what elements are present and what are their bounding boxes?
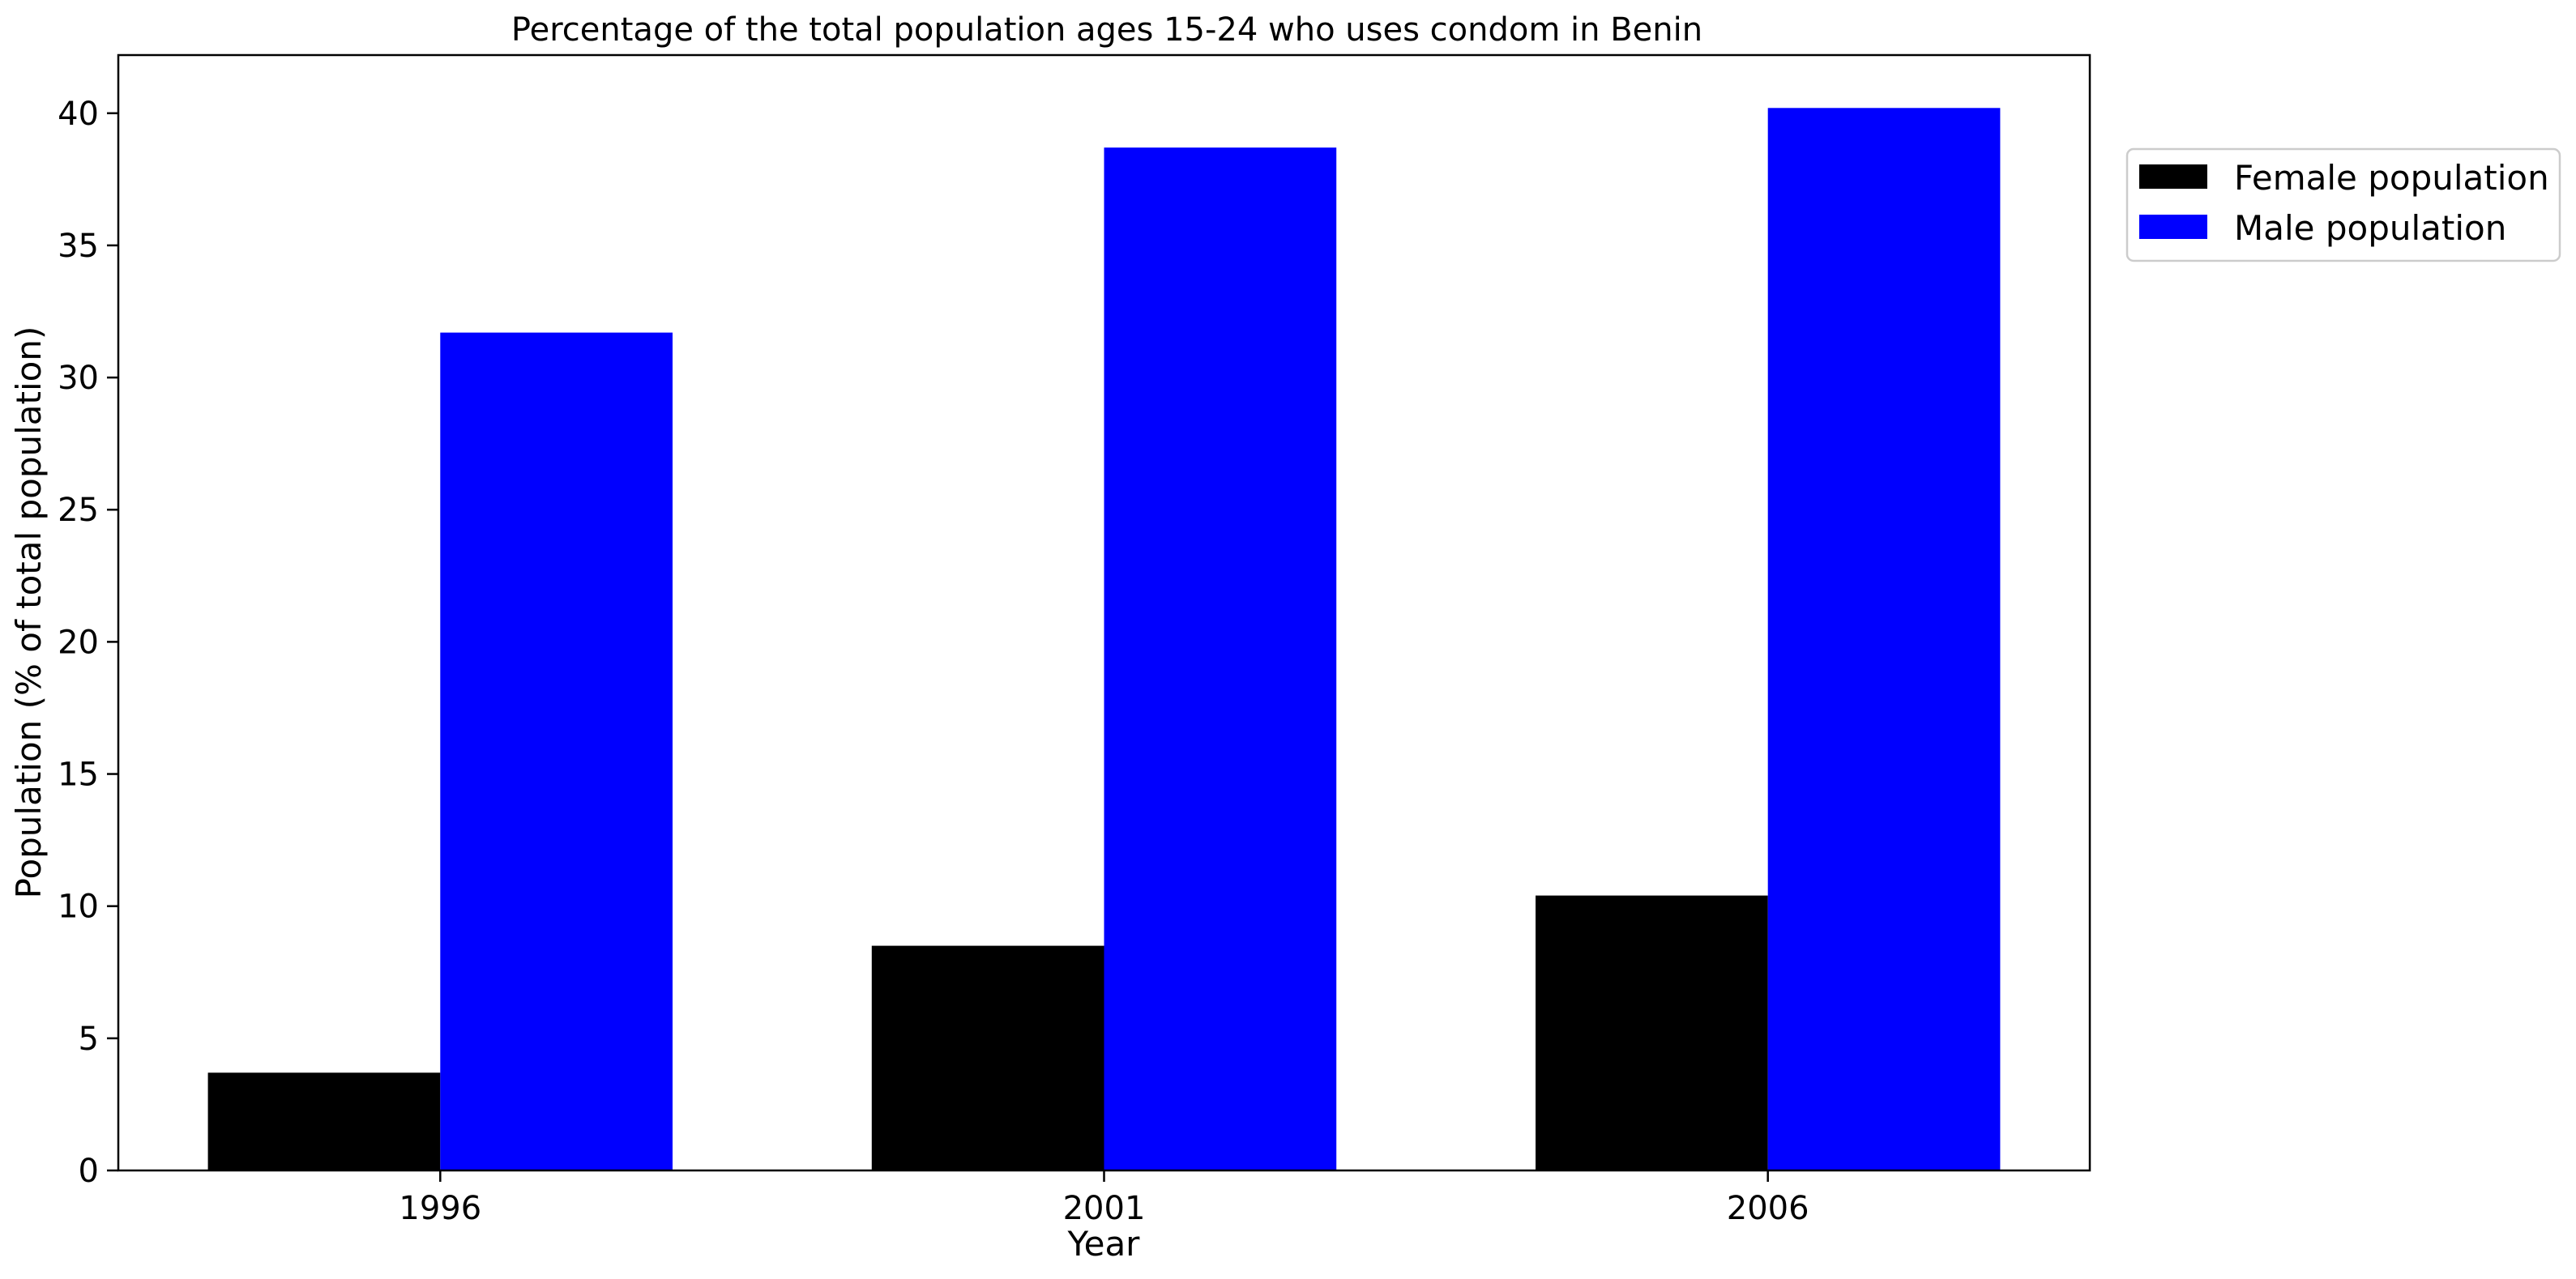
bar-male-2006	[1767, 108, 2001, 1170]
legend-label-male: Male population	[2234, 208, 2506, 248]
y-tick-label: 40	[58, 96, 99, 133]
bars-group	[207, 108, 2001, 1171]
bar-female-2001	[871, 945, 1104, 1170]
legend-frame	[2125, 147, 2561, 262]
y-tick-label: 0	[79, 1153, 99, 1190]
y-tick-label: 25	[58, 492, 99, 529]
bar-male-2001	[1104, 147, 1337, 1171]
y-tick-label: 5	[79, 1021, 99, 1058]
x-tick-label: 1996	[399, 1190, 481, 1227]
y-tick-label: 35	[58, 228, 99, 265]
chart-title: Percentage of the total population ages …	[511, 11, 1702, 49]
legend-swatch-male	[2139, 215, 2207, 239]
legend-label-female: Female population	[2234, 158, 2549, 198]
y-axis: 0 5 10 15 20 25 30 35 40	[58, 96, 118, 1190]
y-tick-label: 20	[58, 624, 99, 661]
bar-female-2006	[1536, 895, 1768, 1170]
legend: Female population Male population	[2125, 147, 2561, 262]
x-axis: 1996 2001 2006	[399, 1170, 1809, 1227]
x-tick-label: 2006	[1727, 1190, 1809, 1227]
x-tick-label: 2001	[1063, 1190, 1146, 1227]
bar-male-1996	[440, 332, 673, 1171]
legend-swatch-female	[2139, 164, 2207, 189]
y-tick-label: 30	[58, 360, 99, 397]
y-axis-label: Population (% of total population)	[9, 326, 49, 899]
y-tick-label: 10	[58, 889, 99, 926]
y-tick-label: 15	[58, 757, 99, 794]
x-axis-label: Year	[1067, 1224, 1141, 1264]
bar-female-1996	[207, 1072, 441, 1170]
